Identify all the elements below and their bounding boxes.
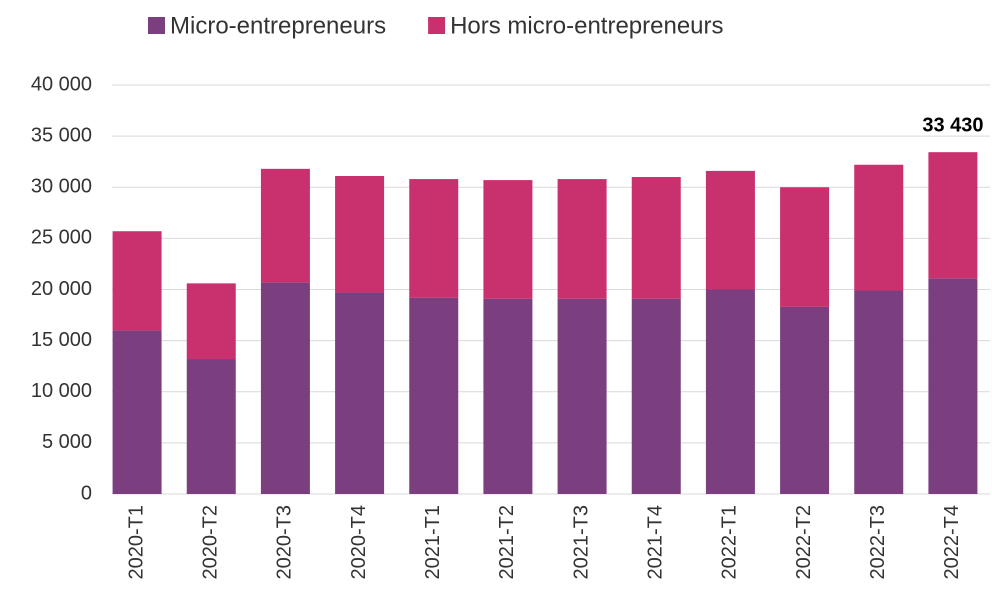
bar-segment <box>705 170 755 290</box>
bar-segment <box>112 231 162 331</box>
bar-segment <box>557 298 607 494</box>
bar-segment <box>854 290 904 494</box>
bar-segment <box>409 179 459 298</box>
bar-segment <box>483 298 533 494</box>
bar-segment <box>409 297 459 494</box>
x-tick-label: 2020-T4 <box>348 505 370 580</box>
x-tick-label: 2021-T1 <box>422 505 444 580</box>
legend-label: Micro-entrepreneurs <box>170 12 386 39</box>
x-tick-label: 2022-T2 <box>793 505 815 580</box>
bar-segment <box>335 176 385 293</box>
x-tick-label: 2021-T4 <box>645 505 667 580</box>
y-tick-label: 30 000 <box>31 176 92 198</box>
bar-segment <box>557 179 607 299</box>
bar-segment <box>780 187 830 307</box>
y-tick-label: 15 000 <box>31 329 92 351</box>
y-tick-label: 10 000 <box>31 380 92 402</box>
bar-segment <box>780 306 830 494</box>
x-tick-label: 2020-T3 <box>274 505 296 580</box>
bar-segment <box>186 283 236 360</box>
x-tick-label: 2021-T2 <box>496 505 518 580</box>
bar-segment <box>112 330 162 494</box>
bar-segment <box>335 292 385 494</box>
x-tick-label: 2021-T3 <box>570 505 592 580</box>
bar-segment <box>928 152 978 279</box>
legend-label: Hors micro-entrepreneurs <box>450 12 723 39</box>
x-tick-label: 2020-T1 <box>125 505 147 580</box>
bar-segment <box>928 278 978 494</box>
bar-segment <box>260 168 310 283</box>
x-tick-label: 2022-T3 <box>867 505 889 580</box>
bar-segment <box>483 180 533 299</box>
x-tick-label: 2022-T1 <box>719 505 741 580</box>
bar-segment <box>854 164 904 291</box>
legend-swatch <box>148 17 165 34</box>
y-tick-label: 0 <box>81 482 92 504</box>
annotation: 33 430 <box>922 114 983 136</box>
y-tick-label: 40 000 <box>31 73 92 95</box>
y-tick-label: 25 000 <box>31 227 92 249</box>
y-tick-label: 35 000 <box>31 124 92 146</box>
legend-swatch <box>428 17 446 34</box>
bar-segment <box>260 282 310 494</box>
y-tick-label: 20 000 <box>31 278 92 300</box>
bar-segment <box>631 177 681 299</box>
bar-segment <box>705 289 755 494</box>
y-tick-label: 5 000 <box>42 431 92 453</box>
x-tick-label: 2020-T2 <box>200 505 222 580</box>
bar-segment <box>631 298 681 494</box>
x-tick-label: 2022-T4 <box>941 505 963 580</box>
bar-segment <box>186 359 236 494</box>
